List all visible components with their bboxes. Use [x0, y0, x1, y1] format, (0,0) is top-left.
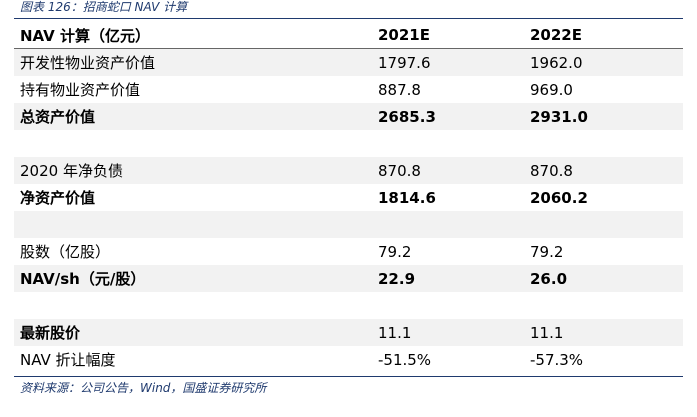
cell: 开发性物业资产价值 [14, 48, 378, 76]
cell: 2685.3 [378, 103, 530, 130]
caption: 图表 126：招商蛇口 NAV 计算 [20, 0, 188, 14]
row: 开发性物业资产价值 1797.6 1962.0 [14, 48, 683, 76]
cell: 2060.2 [530, 188, 588, 207]
row: 最新股价 11.1 11.1 [14, 319, 683, 346]
cell: 969.0 [530, 80, 573, 99]
cell: 净资产价值 [20, 189, 96, 207]
cell: 持有物业资产价值 [20, 81, 141, 99]
cell: 887.8 [378, 80, 421, 99]
row: 净资产价值 1814.6 2060.2 [14, 184, 683, 211]
cell: 11.1 [530, 319, 683, 346]
cell: 79.2 [530, 242, 564, 261]
header-cell: 2021E [378, 22, 530, 49]
header-cell: 2022E [530, 22, 683, 49]
cell: 22.9 [378, 265, 530, 292]
cell: 870.8 [530, 157, 683, 184]
cell: 2020 年净负债 [14, 157, 378, 184]
header-cell: NAV 计算（亿元） [14, 22, 378, 49]
spacer-row [14, 130, 683, 157]
row: 股数（亿股） 79.2 79.2 [14, 238, 683, 265]
spacer-row [14, 292, 683, 319]
cell: 1797.6 [378, 48, 530, 76]
cell: -57.3% [530, 350, 584, 369]
cell: 1814.6 [378, 188, 436, 207]
cell: -51.5% [378, 350, 432, 369]
row: 总资产价值 2685.3 2931.0 [14, 103, 683, 130]
row: 持有物业资产价值 887.8 969.0 [14, 76, 683, 103]
source-note: 资料来源：公司公告，Wind，国盛证券研究所 [20, 381, 267, 395]
cell: NAV 折让幅度 [20, 351, 116, 369]
rule [14, 376, 683, 377]
cell: 26.0 [530, 265, 683, 292]
cell: 11.1 [378, 319, 530, 346]
row: NAV/sh（元/股） 22.9 26.0 [14, 265, 683, 292]
cell: 2931.0 [530, 103, 683, 130]
cell: 1962.0 [530, 48, 683, 76]
cell: 总资产价值 [14, 103, 378, 130]
spacer-row [14, 211, 683, 238]
nav-table: NAV 计算（亿元） 2021E 2022E 开发性物业资产价值 1797.6 … [14, 22, 683, 373]
cell: 79.2 [378, 242, 412, 261]
cell: 870.8 [378, 157, 530, 184]
cell: NAV/sh（元/股） [14, 265, 378, 292]
cell: 股数（亿股） [20, 243, 111, 261]
row: NAV 折让幅度 -51.5% -57.3% [14, 346, 683, 373]
header-row: NAV 计算（亿元） 2021E 2022E [14, 22, 683, 49]
row: 2020 年净负债 870.8 870.8 [14, 157, 683, 184]
rule [14, 18, 683, 19]
cell: 最新股价 [14, 319, 378, 346]
